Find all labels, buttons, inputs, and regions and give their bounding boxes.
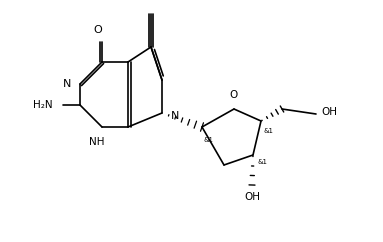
Text: N: N bbox=[171, 111, 179, 121]
Text: &1: &1 bbox=[264, 128, 274, 134]
Text: N: N bbox=[63, 79, 71, 89]
Text: H₂N: H₂N bbox=[33, 100, 53, 110]
Text: &1: &1 bbox=[204, 137, 214, 143]
Text: NH: NH bbox=[89, 137, 105, 147]
Text: O: O bbox=[230, 90, 238, 100]
Text: OH: OH bbox=[244, 192, 260, 202]
Text: &1: &1 bbox=[257, 159, 267, 165]
Text: O: O bbox=[93, 25, 102, 35]
Text: OH: OH bbox=[321, 107, 337, 117]
